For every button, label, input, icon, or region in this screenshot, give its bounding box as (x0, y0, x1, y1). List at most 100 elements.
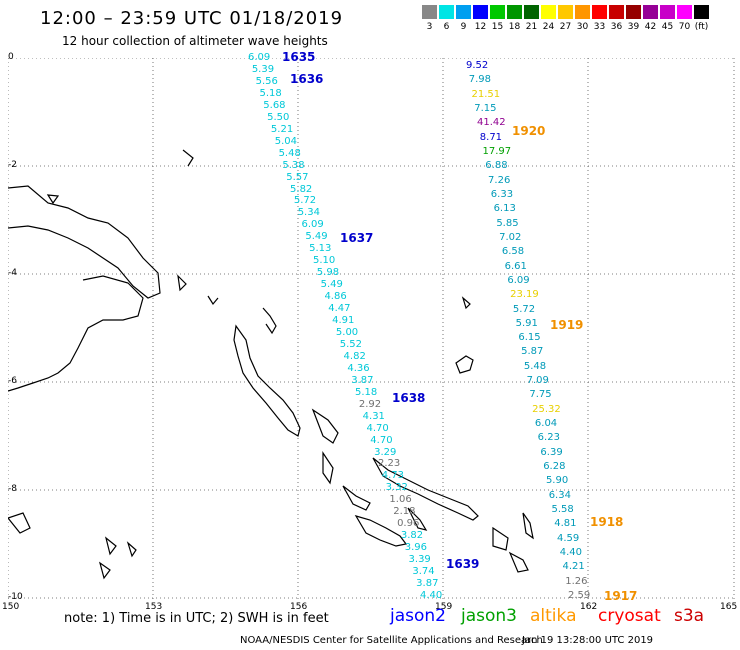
legend-label: 15 (491, 22, 504, 32)
legend-label: 27 (559, 22, 572, 32)
legend-label: 39 (627, 22, 640, 32)
wave-height-value: 3.96 (404, 542, 427, 554)
pass-time-label: 1918 (590, 515, 624, 529)
wave-height-value: 5.48 (278, 147, 301, 159)
wave-height-value: 5.10 (312, 255, 336, 267)
wave-height-value: 6.09 (301, 219, 324, 231)
legend-swatch (558, 5, 573, 19)
wave-height-value: 6.09 (248, 52, 271, 63)
legend-swatch (575, 5, 590, 19)
coastlines (8, 149, 534, 580)
sat-jason3: jason3 (461, 606, 517, 626)
legend-swatch (490, 5, 505, 19)
pass-time-label: 1637 (340, 231, 374, 245)
wave-height-value: 5.39 (251, 63, 275, 75)
pass-time-label: 1635 (282, 50, 316, 64)
wave-height-value: 6.15 (518, 332, 541, 344)
wave-height-value: 0.96 (397, 518, 420, 530)
wave-height-value: 3.32 (385, 482, 408, 494)
wave-height-value: 3.74 (412, 566, 435, 578)
wave-height-value: 4.40 (420, 590, 443, 601)
wave-height-value: 4.70 (366, 422, 389, 434)
legend-swatch (439, 5, 454, 19)
legend-swatch (456, 5, 471, 19)
legend-label: 3 (426, 22, 433, 32)
legend-label: 6 (443, 22, 450, 32)
wave-height-value: 5.72 (512, 303, 536, 315)
wave-height-value: 7.75 (529, 389, 552, 401)
legend-label: 21 (525, 22, 538, 32)
lat-tick-2: -4 (8, 268, 17, 278)
wave-height-value: 9.52 (466, 60, 489, 71)
wave-height-value: 5.58 (551, 504, 574, 516)
wave-height-value: 5.49 (320, 279, 343, 291)
wave-height-value: 2.59 (568, 590, 591, 601)
wave-height-value: 2.23 (377, 458, 401, 470)
wave-height-value: 6.34 (548, 489, 571, 501)
legend-swatch (473, 5, 488, 19)
map-subtitle: 12 hour collection of altimeter wave hei… (62, 34, 328, 48)
lat-tick-5: -10 (8, 592, 23, 602)
wave-height-value: 7.98 (468, 74, 492, 86)
lon-tick-0: 150 (2, 602, 20, 612)
wave-height-value: 5.82 (290, 183, 313, 195)
sat-s3a: s3a (674, 606, 705, 626)
wave-height-value: 5.34 (297, 207, 320, 219)
wave-height-value: 6.28 (543, 461, 566, 473)
wave-height-value: 3.29 (374, 446, 397, 458)
wave-height-value: 5.00 (335, 326, 359, 338)
legend-swatch (609, 5, 624, 19)
legend-label: 18 (508, 22, 521, 32)
wave-height-value: 17.97 (482, 145, 512, 157)
pass-time-label: 1917 (604, 589, 638, 603)
legend-label: 70 (678, 22, 691, 32)
wave-height-value: 21.51 (471, 88, 501, 100)
legend-label: 30 (576, 22, 589, 32)
pass-time-label: 1639 (446, 557, 480, 571)
wave-height-value: 3.87 (416, 578, 439, 590)
wave-height-value: 5.72 (293, 195, 317, 207)
wave-height-value: 6.88 (485, 160, 508, 172)
legend-label: 42 (644, 22, 657, 32)
wave-height-value: 3.39 (408, 554, 431, 566)
legend-swatch (524, 5, 539, 19)
wave-height-value: 5.98 (316, 267, 340, 279)
wave-height-value: 5.48 (523, 360, 547, 372)
legend-label: 12 (474, 22, 487, 32)
wave-height-value: 5.50 (267, 111, 290, 123)
legend-swatch (643, 5, 658, 19)
wave-height-value: 1.06 (389, 494, 412, 506)
wave-height-value: 5.68 (263, 99, 286, 111)
wave-height-value: 5.13 (309, 243, 332, 255)
legend-label: 9 (460, 22, 467, 32)
legend-swatch (660, 5, 675, 19)
legend-label: 24 (542, 22, 555, 32)
wave-height-value: 4.36 (347, 362, 370, 374)
wave-height-value: 4.86 (324, 291, 347, 303)
legend-label: 33 (593, 22, 606, 32)
pass-time-label: 1638 (392, 391, 426, 405)
wave-height-value: 4.73 (381, 470, 405, 482)
wave-height-value: 5.85 (496, 217, 519, 229)
wave-height-value: 4.59 (556, 532, 580, 544)
wave-height-value: 5.52 (339, 338, 362, 350)
legend-swatch (422, 5, 437, 19)
legend-label: (ft) (694, 22, 709, 32)
wave-height-value: 4.40 (559, 547, 582, 559)
wave-height-value: 1.26 (565, 575, 588, 587)
wave-height-value: 5.56 (255, 75, 278, 87)
pass-time-label: 1920 (512, 124, 546, 138)
lat-tick-0: 0 (8, 52, 14, 62)
lon-tick-4: 162 (580, 602, 598, 612)
wave-height-value: 4.21 (562, 561, 585, 573)
wave-height-value: 7.26 (488, 174, 511, 186)
wave-height-value: 5.04 (274, 135, 298, 147)
legend-swatch (677, 5, 692, 19)
legend-label: 45 (661, 22, 674, 32)
wave-height-value: 41.42 (477, 117, 506, 129)
wave-height-value: 7.09 (526, 375, 549, 387)
wave-height-value: 5.57 (286, 171, 309, 183)
wave-height-value: 4.47 (328, 303, 351, 315)
wave-height-value: 5.18 (259, 87, 282, 99)
legend-swatch (626, 5, 641, 19)
